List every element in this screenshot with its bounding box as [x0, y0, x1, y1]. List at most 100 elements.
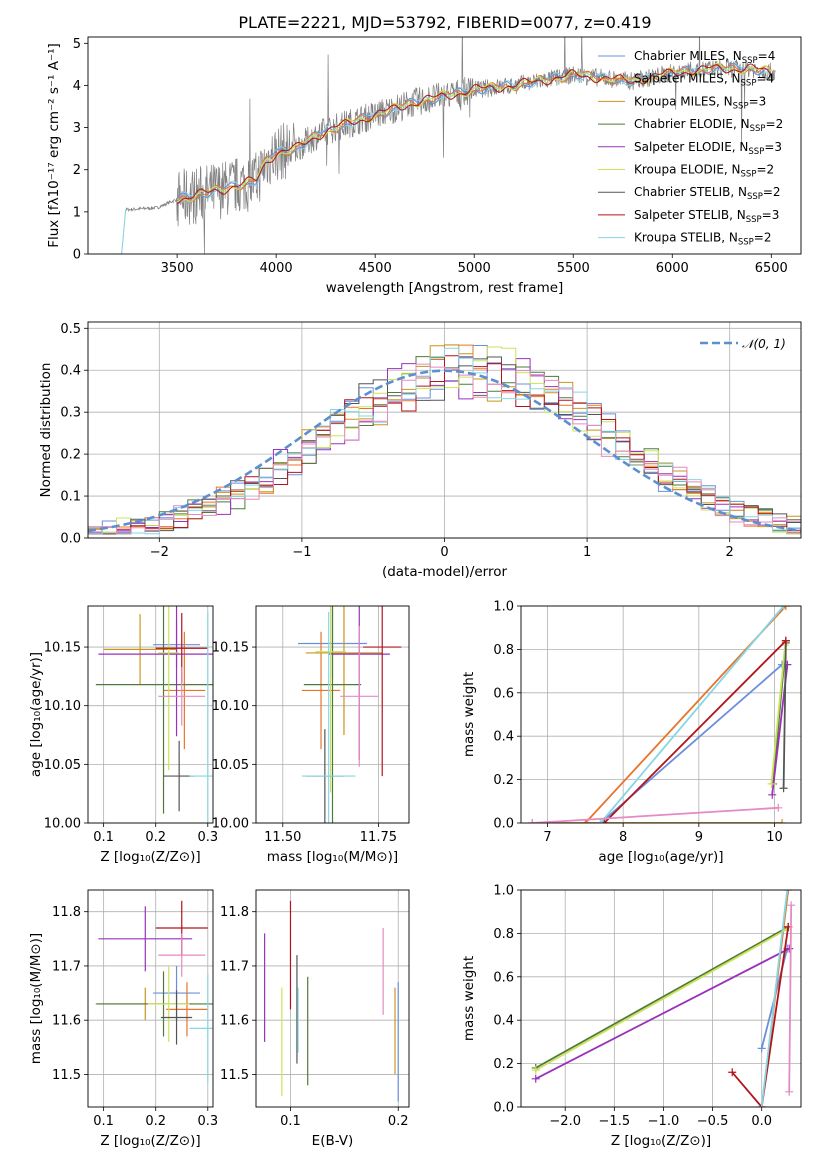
- plot-area: [298, 606, 402, 823]
- legend-tail: =3: [749, 94, 767, 108]
- weight-line: [535, 947, 790, 1080]
- legend-tail: =3: [764, 140, 782, 154]
- legend-subscript: SSP: [742, 56, 758, 66]
- y-tick-label: 0.8: [493, 643, 514, 658]
- residual-histogram: [88, 363, 801, 535]
- x-tick-label: 0.2: [388, 1114, 409, 1129]
- plot-area: [95, 900, 213, 1083]
- legend-entry: Chabrier MILES, NSSP=4: [634, 49, 775, 66]
- legend-entry: Salpeter MILES, NSSP=4: [634, 72, 774, 89]
- legend-entry: Chabrier STELIB, NSSP=2: [634, 185, 781, 202]
- weight-line: [782, 640, 787, 789]
- plot-area: [95, 606, 213, 823]
- y-tick-label: 1.0: [493, 884, 514, 899]
- x-tick-label: 0.3: [197, 830, 218, 845]
- x-tick-label: 0.1: [93, 1114, 114, 1129]
- weight-point: [785, 1087, 794, 1096]
- x-axis-label: (data-model)/error: [382, 564, 508, 580]
- legend-text: Kroupa STELIB, N: [634, 231, 738, 245]
- y-tick-label: 0.3: [60, 406, 81, 421]
- axes-mass-weight-vs-Z: −2.0 −1.5 −1.0 −0.5 0.0 0.0 0.2 0.4 0.6 0.8 1.0 Z […: [461, 884, 802, 1149]
- x-tick-label: 8: [619, 830, 627, 845]
- x-tick-label: 0.0: [751, 1114, 772, 1129]
- x-axis-label: Z [log₁₀(Z/Z⊙)]: [100, 1133, 200, 1149]
- weight-point: [531, 1066, 540, 1075]
- legend-text: Kroupa MILES, N: [634, 94, 733, 108]
- weight-point: [784, 890, 793, 894]
- x-tick-label: −1.5: [599, 1114, 631, 1129]
- y-tick-label: 10.00: [212, 817, 249, 832]
- weight-point: [768, 790, 777, 799]
- y-tick-label: 0.1: [60, 490, 81, 505]
- x-tick-label: 6000: [656, 261, 689, 276]
- axes-mass-vs-EBV: 0.1 0.2 11.5 11.6 11.7 11.8 E(B-V): [220, 889, 410, 1149]
- normal-curve: [88, 369, 801, 532]
- x-tick-label: 0.1: [93, 830, 114, 845]
- plot-frame: [87, 321, 802, 539]
- x-tick-label: 5500: [557, 261, 590, 276]
- legend-subscript: SSP: [738, 238, 754, 248]
- x-axis-label: E(B-V): [312, 1133, 354, 1149]
- x-tick-label: −1.0: [648, 1114, 680, 1129]
- weight-point: [787, 901, 796, 910]
- model-spectrum-line: [176, 63, 772, 202]
- plot-frame: [520, 605, 802, 824]
- weight-point: [781, 606, 790, 610]
- y-tick-label: 10.05: [44, 758, 81, 773]
- legend-subscript: SSP: [746, 215, 762, 225]
- y-axis-label: Normed distribution: [38, 363, 54, 498]
- y-tick-label: 11.5: [52, 1068, 81, 1083]
- legend-tail: =4: [756, 72, 774, 86]
- weight-line: [603, 640, 787, 823]
- weight-line: [535, 928, 788, 1071]
- weight-point: [785, 944, 794, 953]
- legend-tail: =2: [754, 231, 772, 245]
- plot-area: [531, 890, 796, 1107]
- y-tick-label: 0.4: [60, 364, 81, 379]
- y-tick-label: 1: [73, 205, 81, 220]
- legend-subscript: SSP: [741, 79, 757, 89]
- y-tick-label: 0.0: [60, 532, 81, 547]
- x-axis-label: age [log₁₀(age/yr)]: [598, 849, 723, 865]
- x-tick-label: −0.5: [697, 1114, 729, 1129]
- y-tick-label: 0.6: [493, 970, 514, 985]
- weight-line: [760, 890, 789, 1107]
- weight-point: [774, 803, 783, 812]
- x-tick-label: 6500: [755, 261, 788, 276]
- x-tick-label: 2: [726, 545, 734, 560]
- x-tick-label: 0.2: [145, 830, 166, 845]
- y-tick-label: 10.15: [44, 641, 81, 656]
- plot-area: [264, 900, 399, 1102]
- plot-frame: [255, 889, 410, 1108]
- y-tick-label: 11.7: [220, 959, 249, 974]
- weight-point: [779, 606, 788, 610]
- legend-text: Salpeter STELIB, N: [634, 208, 746, 222]
- axes-mass-vs-Z: 0.1 0.2 0.3 11.5 11.6 11.7 11.8 Z [log₁₀(Z/Z⊙)]…: [28, 889, 218, 1149]
- legend-subscript: SSP: [748, 147, 764, 157]
- axes-residuals: −2 −1 0 1 2 0.0 0.1 0.2 0.3 0.4 0.5 (data-model)/er…: [38, 321, 802, 580]
- legend-text: Kroupa ELODIE, N: [634, 163, 741, 177]
- legend-text: Salpeter ELODIE, N: [634, 140, 748, 154]
- y-tick-label: 0.0: [493, 817, 514, 832]
- weight-point: [767, 779, 776, 788]
- weight-line: [535, 926, 789, 1069]
- y-tick-label: 4: [73, 79, 81, 94]
- y-tick-label: 10.10: [212, 699, 249, 714]
- weight-point: [783, 890, 792, 894]
- legend-tail: =4: [758, 49, 776, 63]
- y-tick-label: 11.8: [52, 905, 81, 920]
- axes-age-vs-Z: 0.1 0.2 0.3 10.00 10.05 10.10 10.15 Z [log₁₀(Z/…: [28, 605, 218, 865]
- x-axis-label: mass [log₁₀(M/M⊙)]: [267, 849, 398, 865]
- legend-entry: Salpeter ELODIE, NSSP=3: [634, 140, 782, 157]
- legend-subscript: SSP: [747, 192, 763, 202]
- y-tick-label: 10.00: [44, 817, 81, 832]
- weight-point: [778, 819, 787, 823]
- legend-text: Chabrier STELIB, N: [634, 185, 747, 199]
- x-tick-label: 0.2: [145, 1114, 166, 1129]
- legend-entry: Kroupa STELIB, NSSP=2: [634, 231, 772, 248]
- plot-area: [88, 344, 801, 535]
- legend-subscript: SSP: [733, 101, 749, 111]
- y-tick-label: 1.0: [493, 600, 514, 615]
- legend-text: Chabrier MILES, N: [634, 49, 742, 63]
